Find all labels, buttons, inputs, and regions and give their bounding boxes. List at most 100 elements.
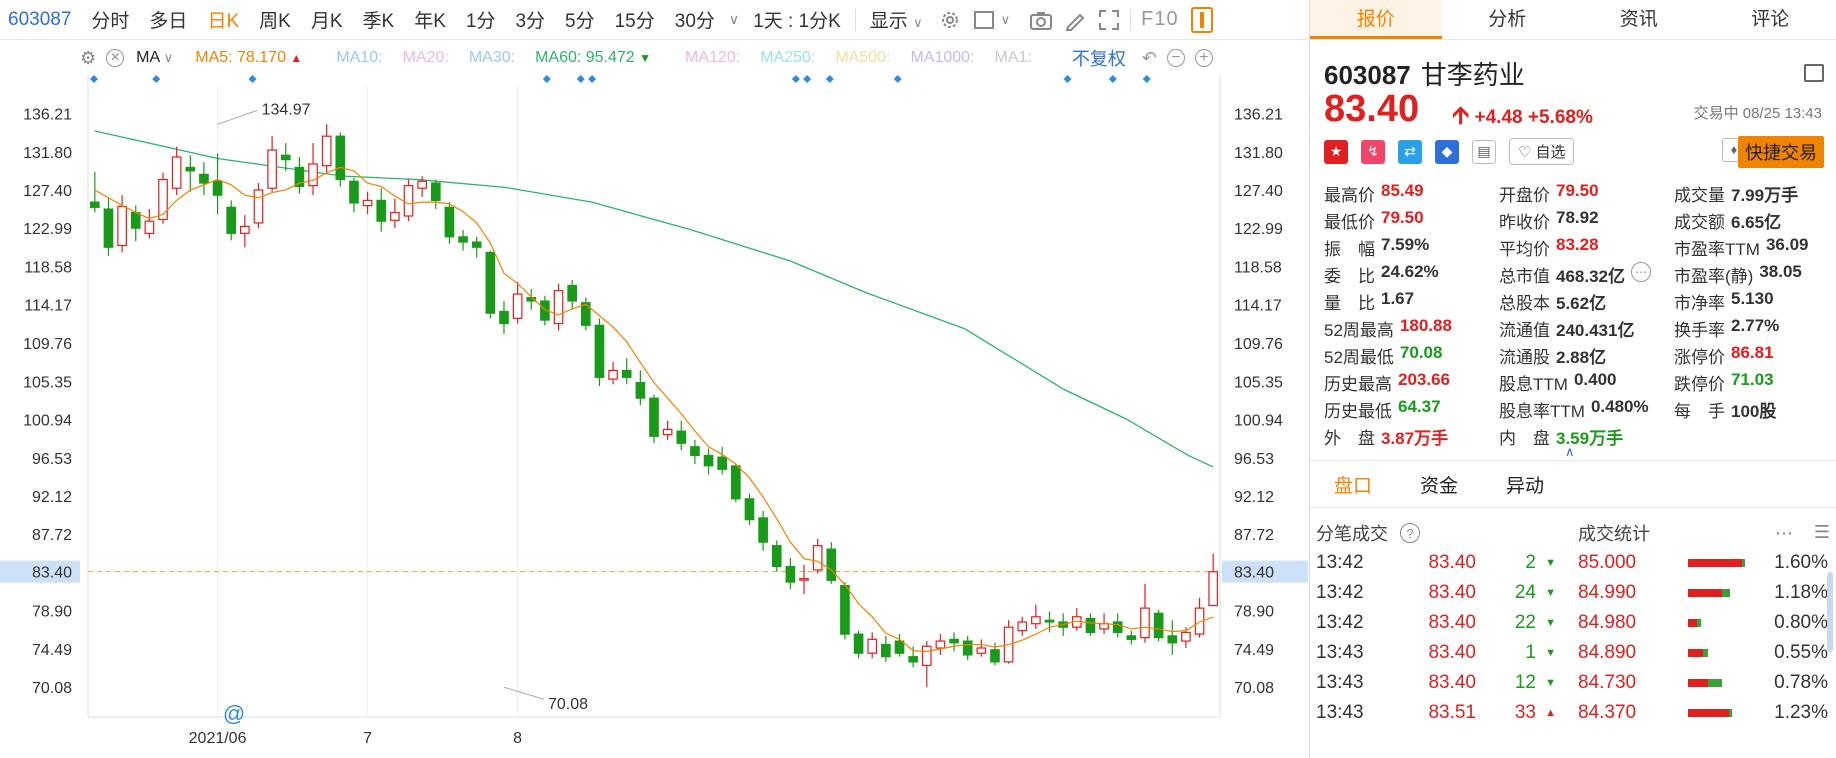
quote-cell: 内 盘 3.59万手 — [1499, 424, 1674, 449]
x-tick-label: 8 — [513, 730, 522, 747]
quote-value: 0.400 — [1573, 370, 1617, 389]
stat-bar — [1688, 679, 1768, 687]
undo-icon[interactable]: ↶ — [1141, 47, 1157, 68]
tab-duori[interactable]: 多日 — [149, 11, 188, 32]
tab-fenshi[interactable]: 分时 — [91, 11, 130, 32]
quote-row: 委 比 24.62% 总市值 468.32亿 ⋯ 市盈率(静) 38.05 — [1324, 261, 1834, 288]
tab-daily-k[interactable]: 日K — [207, 11, 240, 32]
tab-5min[interactable]: 5分 — [565, 11, 595, 32]
quote-row: 量 比 1.67 总股本 5.62亿 市净率 5.130 — [1324, 288, 1834, 315]
tick-row: 13:42 83.40 22 ▼ — [1316, 608, 1556, 638]
scrollbar[interactable] — [1827, 572, 1833, 652]
tab-quote[interactable]: 报价 — [1310, 0, 1442, 39]
chevron-down-icon[interactable]: ∨ — [728, 11, 740, 27]
fuquan-button[interactable]: 不复权 — [1071, 49, 1126, 69]
tab-anomaly[interactable]: 异动 — [1506, 475, 1545, 497]
camera-icon[interactable] — [1024, 3, 1058, 37]
more-icon[interactable]: ⋯ — [1631, 262, 1651, 282]
kline-chart[interactable]: 136.21 136.21 131.80 131.80 127.40 127.40 122.… — [0, 75, 1308, 758]
quote-cell: 市盈率(静) 38.05 — [1674, 262, 1834, 287]
tab-1min[interactable]: 1分 — [465, 11, 496, 32]
zoom-out-icon[interactable]: − — [1166, 49, 1185, 67]
lightning-icon[interactable]: ↯ — [1361, 139, 1385, 164]
ma5-value: MA5: 78.170 — [195, 49, 286, 66]
quick-trade-button[interactable]: 快捷交易 — [1738, 136, 1824, 168]
stock-code[interactable]: 603087 — [8, 8, 72, 30]
y-tick-left: 74.49 — [32, 642, 72, 659]
list-icon[interactable]: ☰ — [1813, 522, 1830, 542]
quote-label: 股息率TTM — [1499, 402, 1585, 421]
tab-15min[interactable]: 15分 — [614, 11, 655, 32]
sidebar-toggle-icon[interactable] — [1190, 6, 1213, 33]
tab-pankou[interactable]: 盘口 — [1334, 475, 1373, 497]
ma-select[interactable]: MA ∨ — [136, 49, 173, 67]
candle-body — [444, 206, 455, 238]
candle-body — [690, 446, 700, 457]
zoom-in-icon[interactable]: + — [1194, 49, 1213, 67]
display-menu[interactable]: 显示 ∨ — [860, 6, 933, 33]
quote-row: 历史最低 64.37 股息率TTM 0.480% 每 手 100股 — [1324, 396, 1834, 423]
tab-analysis[interactable]: 分析 — [1488, 9, 1527, 30]
ticks-header: 分笔成交? — [1316, 518, 1556, 548]
shuffle-icon[interactable]: ⇄ — [1398, 139, 1422, 164]
quote-value: 5.62亿 — [1556, 294, 1607, 313]
more-icon[interactable]: ⋯ — [1775, 522, 1793, 543]
tab-3min[interactable]: 3分 — [515, 11, 546, 32]
candle-body — [308, 163, 318, 187]
chevron-up-icon[interactable]: ∧ — [1565, 444, 1575, 459]
quote-cell: 成交量 7.99万手 — [1674, 181, 1834, 206]
tab-weekly-k[interactable]: 周K — [259, 11, 291, 32]
add-watchlist-button[interactable]: ♡ 自选 — [1509, 138, 1575, 165]
f10-button[interactable]: F10 — [1141, 8, 1179, 30]
ma20-label: MA20: — [402, 49, 449, 66]
y-tick-left: 78.90 — [32, 604, 72, 621]
event-marker-icon — [248, 75, 257, 83]
candle-body — [1181, 631, 1191, 642]
help-icon[interactable]: ? — [1400, 523, 1420, 543]
tab-news[interactable]: 资讯 — [1619, 9, 1658, 30]
candle-body — [812, 545, 823, 571]
kline-svg[interactable]: 136.21 136.21 131.80 131.80 127.40 127.40 122.… — [0, 75, 1308, 758]
panel-collapse-icon[interactable] — [1804, 64, 1824, 82]
candle-body — [840, 584, 850, 635]
candle-body — [199, 173, 209, 184]
y-tick-right: 74.49 — [1234, 642, 1274, 659]
quote-row: 52周最高 180.88 流通值 240.431亿 换手率 2.77% — [1324, 315, 1834, 342]
candle-body — [526, 296, 537, 302]
tab-capital[interactable]: 资金 — [1420, 475, 1459, 497]
tab-monthly-k[interactable]: 月K — [310, 11, 343, 32]
quote-value: 7.99万手 — [1731, 186, 1799, 205]
settings-icon[interactable]: ⚙ — [80, 47, 97, 68]
quote-label: 涨停价 — [1674, 348, 1725, 367]
bookmark-icon[interactable]: ▤ — [1472, 139, 1496, 164]
fullscreen-icon[interactable] — [1092, 3, 1126, 37]
min-annotation: 70.08 — [548, 696, 588, 713]
close-icon[interactable]: × — [106, 49, 125, 67]
stat-rows: 85.000 1.60% 84.990 1.18% 84.980 0.80% 84.890 0… — [1578, 548, 1836, 758]
stat-bar-buy — [1688, 559, 1743, 567]
china-flag-icon[interactable]: ★ — [1324, 139, 1348, 164]
tab-comments[interactable]: 评论 — [1751, 9, 1790, 30]
candle-body — [553, 289, 564, 325]
candle-body — [294, 166, 305, 188]
candle-body — [1044, 619, 1055, 623]
period-select[interactable]: 1天 : 1分K — [753, 11, 841, 32]
tab-yearly-k[interactable]: 年K — [414, 11, 446, 32]
heart-icon: ♡ — [1518, 143, 1532, 161]
stat-bar — [1688, 619, 1768, 627]
at-icon[interactable]: @ — [223, 701, 245, 726]
layout-icon[interactable] — [967, 3, 1001, 37]
candle-body — [567, 284, 577, 302]
tick-time: 13:42 — [1316, 552, 1364, 573]
tag-icon[interactable]: ◆ — [1435, 139, 1459, 164]
candle-body — [608, 369, 618, 380]
tab-quarterly-k[interactable]: 季K — [362, 11, 395, 32]
stat-percent: 0.80% — [1774, 612, 1828, 633]
tab-30min[interactable]: 30分 — [674, 11, 715, 32]
stat-bar — [1688, 649, 1768, 657]
quote-row: 历史最高 203.66 股息TTM 0.400 跌停价 71.03 — [1324, 369, 1834, 396]
chevron-down-icon[interactable]: ∨ — [1000, 11, 1011, 27]
pencil-icon[interactable] — [1058, 3, 1092, 37]
stat-bar-sell — [1728, 709, 1733, 717]
gear-icon[interactable] — [933, 3, 967, 37]
